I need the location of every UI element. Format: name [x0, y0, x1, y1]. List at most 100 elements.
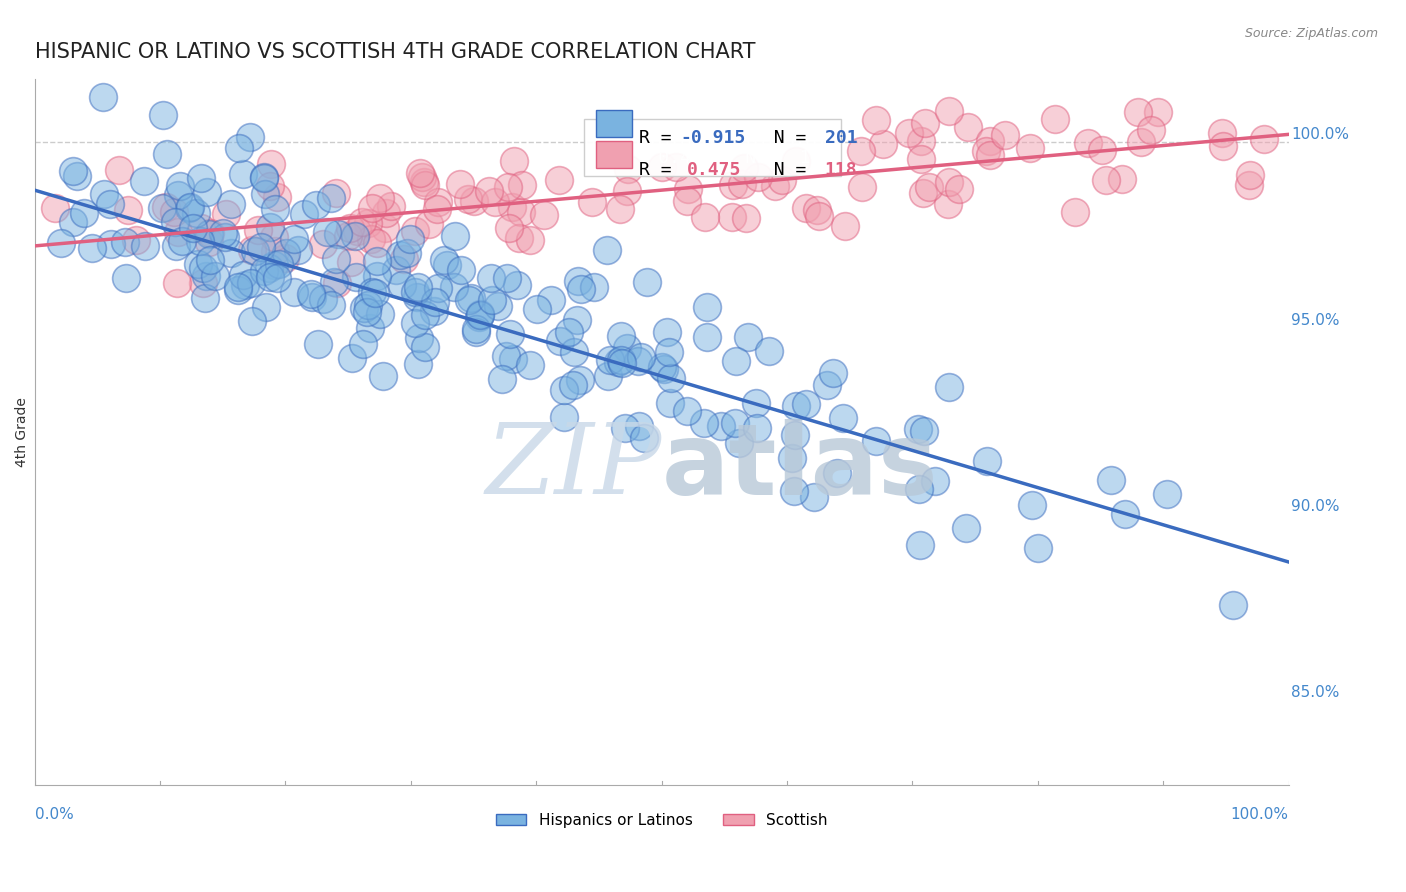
Point — [696, 300, 718, 314]
Point — [124, 233, 146, 247]
Point — [794, 397, 817, 411]
Point — [316, 225, 339, 239]
Point — [93, 90, 115, 104]
Point — [204, 269, 226, 284]
Point — [166, 188, 188, 202]
Point — [806, 202, 828, 217]
Point — [477, 184, 499, 198]
Text: N =: N = — [752, 129, 817, 147]
Point — [253, 263, 276, 277]
Point — [1211, 126, 1233, 140]
Point — [115, 270, 138, 285]
Point — [610, 353, 633, 368]
Point — [243, 244, 266, 259]
Point — [357, 216, 380, 230]
Point — [457, 192, 479, 206]
Point — [366, 235, 388, 250]
Point — [98, 196, 121, 211]
Point — [353, 301, 375, 316]
Point — [724, 417, 747, 431]
Point — [976, 454, 998, 468]
Point — [526, 301, 548, 316]
Point — [198, 235, 221, 249]
Point — [240, 314, 263, 328]
Point — [321, 191, 343, 205]
Point — [340, 351, 363, 366]
Point — [1064, 204, 1087, 219]
Point — [163, 214, 186, 228]
Point — [190, 170, 212, 185]
Point — [177, 201, 200, 215]
Point — [406, 280, 429, 294]
Point — [184, 206, 207, 220]
Point — [326, 227, 349, 241]
Point — [366, 254, 388, 268]
Text: 201: 201 — [825, 129, 858, 147]
Point — [652, 362, 675, 376]
Point — [735, 211, 758, 226]
Point — [82, 241, 104, 255]
Point — [815, 378, 838, 392]
Point — [219, 245, 242, 260]
Point — [747, 170, 769, 185]
Point — [1095, 173, 1118, 187]
Point — [413, 340, 436, 354]
Point — [785, 153, 807, 168]
Point — [637, 275, 659, 289]
Point — [468, 310, 491, 324]
Point — [914, 116, 936, 130]
Point — [62, 164, 84, 178]
Point — [359, 321, 381, 335]
Point — [274, 245, 297, 260]
Point — [114, 235, 136, 249]
Point — [936, 197, 959, 211]
Point — [228, 141, 250, 155]
Point — [299, 286, 322, 301]
FancyBboxPatch shape — [596, 142, 631, 169]
Point — [404, 224, 426, 238]
Point — [426, 202, 449, 217]
Point — [155, 200, 177, 214]
Point — [360, 201, 382, 215]
Point — [412, 175, 434, 189]
Point — [198, 252, 221, 267]
Point — [831, 411, 853, 425]
Point — [191, 261, 214, 276]
Point — [406, 290, 429, 304]
Point — [627, 353, 650, 368]
Point — [825, 466, 848, 480]
Point — [955, 521, 977, 535]
Point — [1147, 105, 1170, 120]
Text: N =: N = — [752, 161, 817, 179]
Text: R =: R = — [638, 161, 693, 179]
Point — [66, 169, 89, 183]
Point — [596, 369, 619, 384]
Point — [834, 219, 856, 233]
Point — [692, 416, 714, 430]
Point — [413, 309, 436, 323]
Point — [259, 219, 281, 234]
Point — [107, 163, 129, 178]
Point — [463, 194, 485, 208]
Point — [616, 341, 638, 355]
Point — [484, 195, 506, 210]
Text: -0.915: -0.915 — [681, 129, 745, 147]
Point — [215, 207, 238, 221]
Point — [100, 237, 122, 252]
Point — [152, 108, 174, 122]
Point — [413, 178, 436, 192]
Point — [1253, 132, 1275, 146]
Point — [240, 276, 263, 290]
Point — [633, 432, 655, 446]
Point — [239, 129, 262, 144]
Point — [305, 197, 328, 211]
Point — [506, 278, 529, 293]
Point — [470, 306, 492, 320]
Point — [449, 177, 471, 191]
Point — [758, 343, 780, 358]
Point — [1222, 598, 1244, 612]
Point — [418, 217, 440, 231]
Point — [380, 199, 402, 213]
Point — [569, 282, 592, 296]
Point — [908, 539, 931, 553]
